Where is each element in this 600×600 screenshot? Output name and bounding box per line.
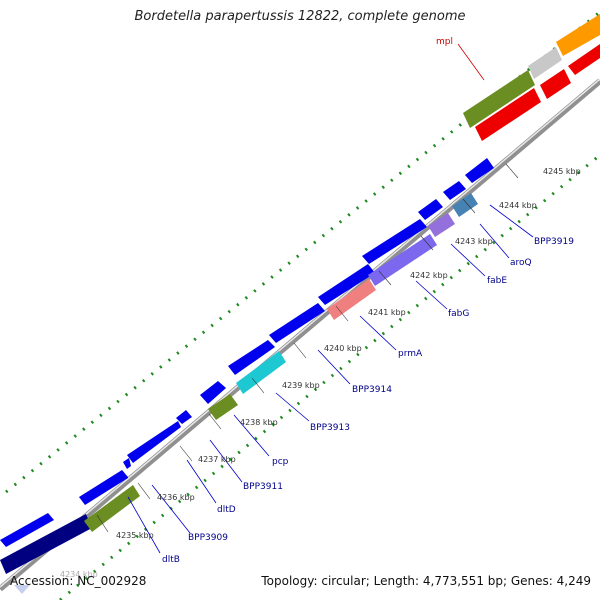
tick-label: 4245 kbp [543, 167, 581, 176]
gene-block-orange [556, 14, 600, 56]
gene-block-red [540, 69, 571, 99]
gene-label-pcp: pcp [272, 457, 289, 467]
gene-arrow [0, 513, 54, 547]
tick-label: 4236 kbp [157, 493, 195, 502]
gene-label-BPP3913: BPP3913 [310, 423, 350, 433]
tick-line [505, 163, 519, 179]
gene-arrow [269, 303, 325, 343]
gene-arrow [228, 340, 275, 375]
gene-label-fabE: fabE [487, 276, 507, 286]
tick-line [420, 235, 434, 251]
gene-label-prmA: prmA [398, 349, 423, 359]
label-leader [479, 223, 510, 259]
tick-label: 4239 kbp [282, 381, 320, 390]
gene-block-navy [0, 514, 92, 574]
gene-block-purple [368, 234, 437, 286]
genome-summary-text: Topology: circular; Length: 4,773,551 bp… [261, 574, 591, 588]
tick-label: 4235 kbp [116, 531, 154, 540]
tick-line [462, 198, 476, 214]
gene-block-purple [428, 213, 455, 237]
label-leader [151, 484, 191, 534]
tick-line [335, 305, 349, 322]
tick-label: 4242 kbp [410, 271, 448, 280]
tick-line [96, 514, 109, 533]
label-leader [489, 204, 534, 238]
label-leader [233, 414, 270, 457]
tick-line [208, 413, 222, 430]
tick-line [251, 377, 265, 394]
tick-line [293, 342, 307, 359]
tick-label: 4240 kbp [324, 344, 362, 353]
tick-label: 4241 kbp [368, 308, 406, 317]
gene-label-fabG: fabG [448, 309, 469, 319]
gene-arrow [79, 470, 128, 505]
tick-label: 4243 kbp [455, 237, 493, 246]
inner-dotted-track [59, 153, 600, 600]
gene-block-red [568, 44, 600, 75]
corner-marker [14, 585, 30, 594]
gene-arrow [362, 219, 427, 264]
gene-block-red [475, 88, 541, 141]
tick-label: 4244 kbp [499, 201, 537, 210]
label-leader [209, 439, 243, 483]
genome-backbone [0, 78, 600, 592]
label-leader [450, 243, 486, 277]
gene-label-BPP3919: BPP3919 [534, 237, 574, 247]
gene-label-BPP3914: BPP3914 [352, 385, 392, 395]
gene-block-olive [84, 485, 140, 532]
gene-block-gray [528, 47, 562, 79]
tick-line [137, 482, 151, 500]
gene-block-cyan [236, 351, 286, 394]
tick-label: 4234 kbp [60, 570, 98, 579]
gene-label-mpl: mpl [436, 37, 453, 47]
gene-arrow [318, 264, 375, 305]
gene-arrow [123, 458, 131, 469]
gene-label-aroQ: aroQ [510, 258, 532, 268]
label-leader [359, 315, 397, 351]
gene-arrow [127, 421, 181, 463]
genome-backbone-highlight [0, 78, 600, 588]
gene-arrow [418, 199, 443, 220]
gene-label-BPP3909: BPP3909 [188, 533, 228, 543]
gene-block-olive [208, 394, 238, 420]
gene-arrow [465, 158, 494, 183]
label-leader [415, 280, 448, 310]
gene-block-olive [463, 70, 535, 128]
tick-line [179, 445, 193, 462]
label-leader [275, 392, 310, 422]
map-title: Bordetella parapertussis 12822, complete… [134, 9, 466, 24]
label-leader [127, 496, 161, 554]
gene-label-dltD: dltD [217, 505, 236, 515]
gene-arrow [176, 410, 192, 424]
tick-label: 4237 kbp [198, 455, 236, 464]
gene-arrow [200, 381, 226, 404]
tick-line [378, 270, 392, 286]
tick-label: 4238 kbp [240, 418, 278, 427]
label-leader [186, 459, 217, 504]
gene-label-BPP3911: BPP3911 [243, 482, 283, 492]
gene-label-dltB: dltB [162, 555, 180, 565]
label-leader-mpl [457, 43, 485, 81]
label-leader [317, 349, 351, 385]
accession-text: Accession: NC_002928 [10, 574, 147, 588]
gene-arrow [443, 181, 466, 200]
gene-block-steel [452, 193, 478, 217]
